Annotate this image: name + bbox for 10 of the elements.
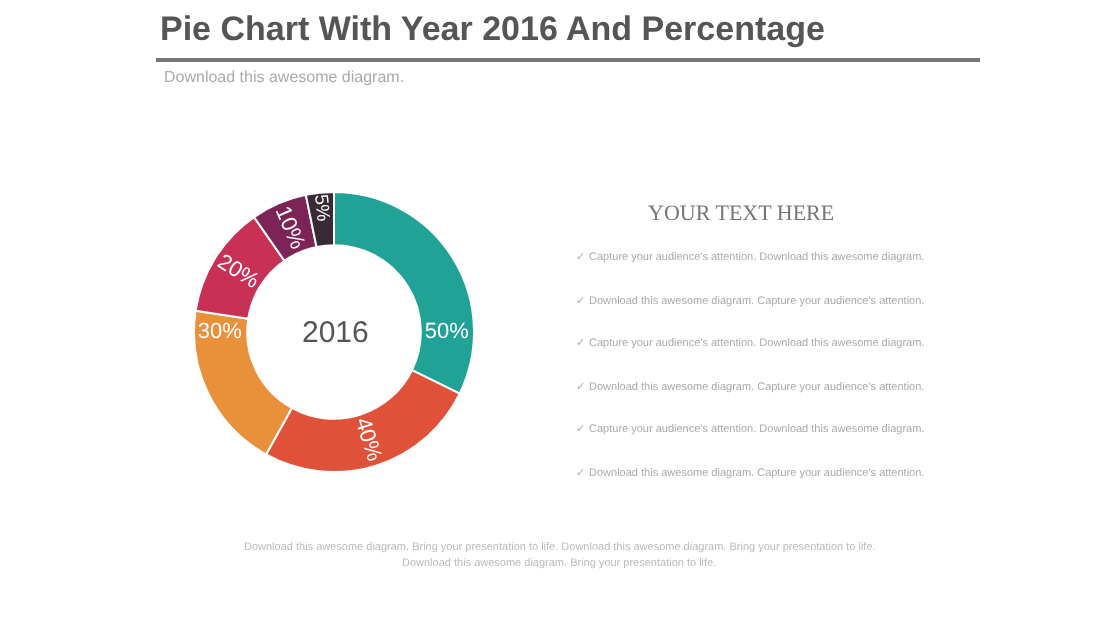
data-label: 20% bbox=[212, 250, 264, 295]
chart-subtitle: Download this awesome diagram. bbox=[164, 68, 405, 86]
text: YOUR TEXT HERE bbox=[648, 202, 835, 226]
data-label: 10% bbox=[269, 202, 310, 254]
data-label: 40% bbox=[349, 415, 386, 465]
data-label: 30% bbox=[197, 320, 243, 344]
chart-title: Pie Chart With Year 2016 And Percentage bbox=[160, 9, 825, 48]
data-label: 50% bbox=[424, 320, 470, 344]
data-label: 5% bbox=[310, 193, 334, 223]
text: 2016 bbox=[302, 316, 369, 350]
